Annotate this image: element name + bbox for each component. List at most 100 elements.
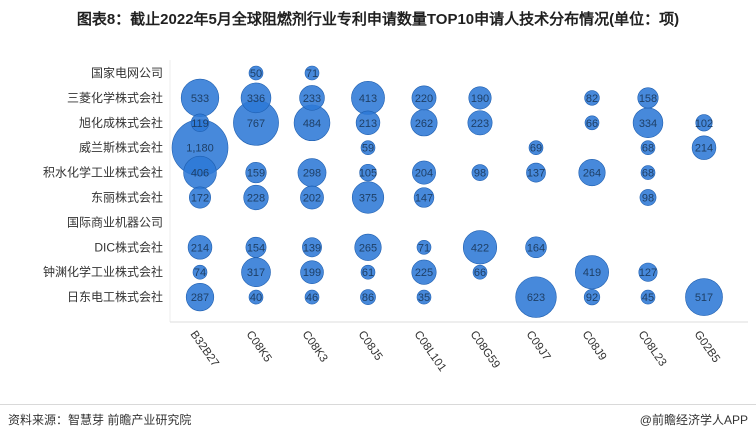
bubble-value-label: 82 <box>586 93 598 105</box>
bubble <box>640 165 656 180</box>
bubble-value-label: 35 <box>418 292 430 304</box>
bubble <box>245 236 267 258</box>
column-label: C09J7 <box>524 329 553 363</box>
column-label: B32B27 <box>188 329 221 369</box>
bubble-value-label: 71 <box>306 68 318 80</box>
bubble-value-label: 265 <box>359 242 377 254</box>
bubble <box>300 185 324 210</box>
bubble-value-label: 74 <box>194 267 206 279</box>
column-label: C08L101 <box>412 329 449 374</box>
bubble <box>575 255 609 290</box>
bubble <box>360 289 376 305</box>
bubble-value-label: 413 <box>359 93 377 105</box>
bubble <box>528 140 544 155</box>
bubble <box>467 110 493 136</box>
bubble-chart: 1,180 767 623 533 517 484 422 419 413 406 375 336 33… <box>43 60 748 374</box>
bubble-value-label: 317 <box>247 267 265 279</box>
column-label: C08J5 <box>356 329 385 363</box>
bubble-value-label: 214 <box>695 143 713 155</box>
bubble-value-label: 61 <box>362 267 374 279</box>
row-label: 东丽株式会社 <box>91 190 163 205</box>
column-label: G02B5 <box>692 329 722 365</box>
bubble <box>685 278 723 316</box>
row-label: 积水化学工业株式会社 <box>43 165 163 180</box>
bubble-value-label: 50 <box>250 68 262 80</box>
bubble-value-label: 92 <box>586 292 598 304</box>
chart-title: 图表8：截止2022年5月全球阻燃剂行业专利申请数量TOP10申请人技术分布情况… <box>76 11 680 28</box>
bubble <box>462 230 498 265</box>
bubble <box>248 65 264 81</box>
row-label-layer: 国家电网公司三菱化学株式会社旭化成株式会社威兰斯株式会社积水化学工业株式会社东丽… <box>43 65 163 304</box>
column-label: C08L23 <box>636 329 669 369</box>
column-label-layer: B32B27 C08K5 C08K3 C08J5 C08L101 C08G59 C09J7 C… <box>188 329 722 374</box>
bubble <box>304 289 320 305</box>
bubble-value-label: 225 <box>415 267 433 279</box>
bubble <box>515 276 557 318</box>
bubble-value-label: 214 <box>191 242 209 254</box>
bubble <box>190 113 210 132</box>
bubble <box>583 288 601 306</box>
bubble-value-label: 102 <box>695 118 713 130</box>
bubble <box>411 259 437 285</box>
bubble-value-label: 147 <box>415 193 433 205</box>
footer: 资料来源：智慧芽 前瞻产业研究院 @前瞻经济学人APP <box>0 404 756 434</box>
bubble <box>637 87 659 109</box>
bubble <box>640 289 656 305</box>
row-label: 旭化成株式会社 <box>79 115 163 130</box>
bubble-value-label: 484 <box>303 118 321 130</box>
bubble-value-label: 213 <box>359 118 377 130</box>
bubble-value-label: 422 <box>471 242 489 254</box>
bubble-value-label: 223 <box>471 118 489 130</box>
bubble <box>351 181 385 214</box>
bubble-value-label: 127 <box>639 267 657 279</box>
bubble <box>360 140 376 155</box>
bubble <box>189 186 211 209</box>
bubble <box>638 262 658 282</box>
bubble-value-label: 623 <box>527 292 545 304</box>
bubble-value-label: 264 <box>583 168 601 180</box>
bubble <box>584 115 600 131</box>
bubble-value-label: 69 <box>530 143 542 155</box>
bubble-value-label: 46 <box>306 292 318 304</box>
bubble-value-label: 233 <box>303 93 321 105</box>
bubble-value-label: 154 <box>247 242 265 254</box>
bubble-value-label: 298 <box>303 168 321 180</box>
bubble-value-label: 119 <box>191 118 209 130</box>
bubble-value-label: 158 <box>639 93 657 105</box>
bubble-value-label: 40 <box>250 292 262 304</box>
bubble-value-label: 287 <box>191 292 209 304</box>
bubble <box>248 289 264 305</box>
bubble-value-label: 190 <box>471 93 489 105</box>
bubble <box>526 162 546 183</box>
bubble-value-label: 517 <box>695 292 713 304</box>
bubble-value-label: 220 <box>415 93 433 105</box>
row-label: 国际商业机器公司 <box>67 214 163 229</box>
bubble <box>240 82 272 114</box>
bubble <box>472 264 488 280</box>
bubble <box>185 282 215 312</box>
bubble-value-label: 336 <box>247 93 265 105</box>
bubble-value-label: 98 <box>474 168 486 180</box>
bubble <box>639 189 657 206</box>
bubble-value-label: 533 <box>191 93 209 105</box>
bubble <box>192 264 208 280</box>
bubble <box>299 85 325 111</box>
bubble-value-label: 419 <box>583 267 601 279</box>
bubble-value-label: 1,180 <box>186 143 214 155</box>
bubble <box>354 233 382 261</box>
bubble <box>412 160 436 185</box>
bubble <box>416 289 432 305</box>
bubble <box>302 237 322 258</box>
bubble-value-label: 406 <box>191 168 209 180</box>
bubble-value-label: 334 <box>639 118 657 130</box>
bubble-value-label: 164 <box>527 242 545 254</box>
source-note: 资料来源：智慧芽 前瞻产业研究院 <box>8 413 192 427</box>
bubble-layer: 1,180 767 623 533 517 484 422 419 413 406 375 336 33… <box>171 65 723 318</box>
bubble <box>300 260 324 285</box>
bubble <box>640 140 656 155</box>
bubble <box>187 235 213 260</box>
bubble-value-label: 204 <box>415 168 433 180</box>
bubble-value-label: 66 <box>586 118 598 130</box>
bubble <box>243 184 269 211</box>
brand-credit: @前瞻经济学人APP <box>639 413 748 427</box>
